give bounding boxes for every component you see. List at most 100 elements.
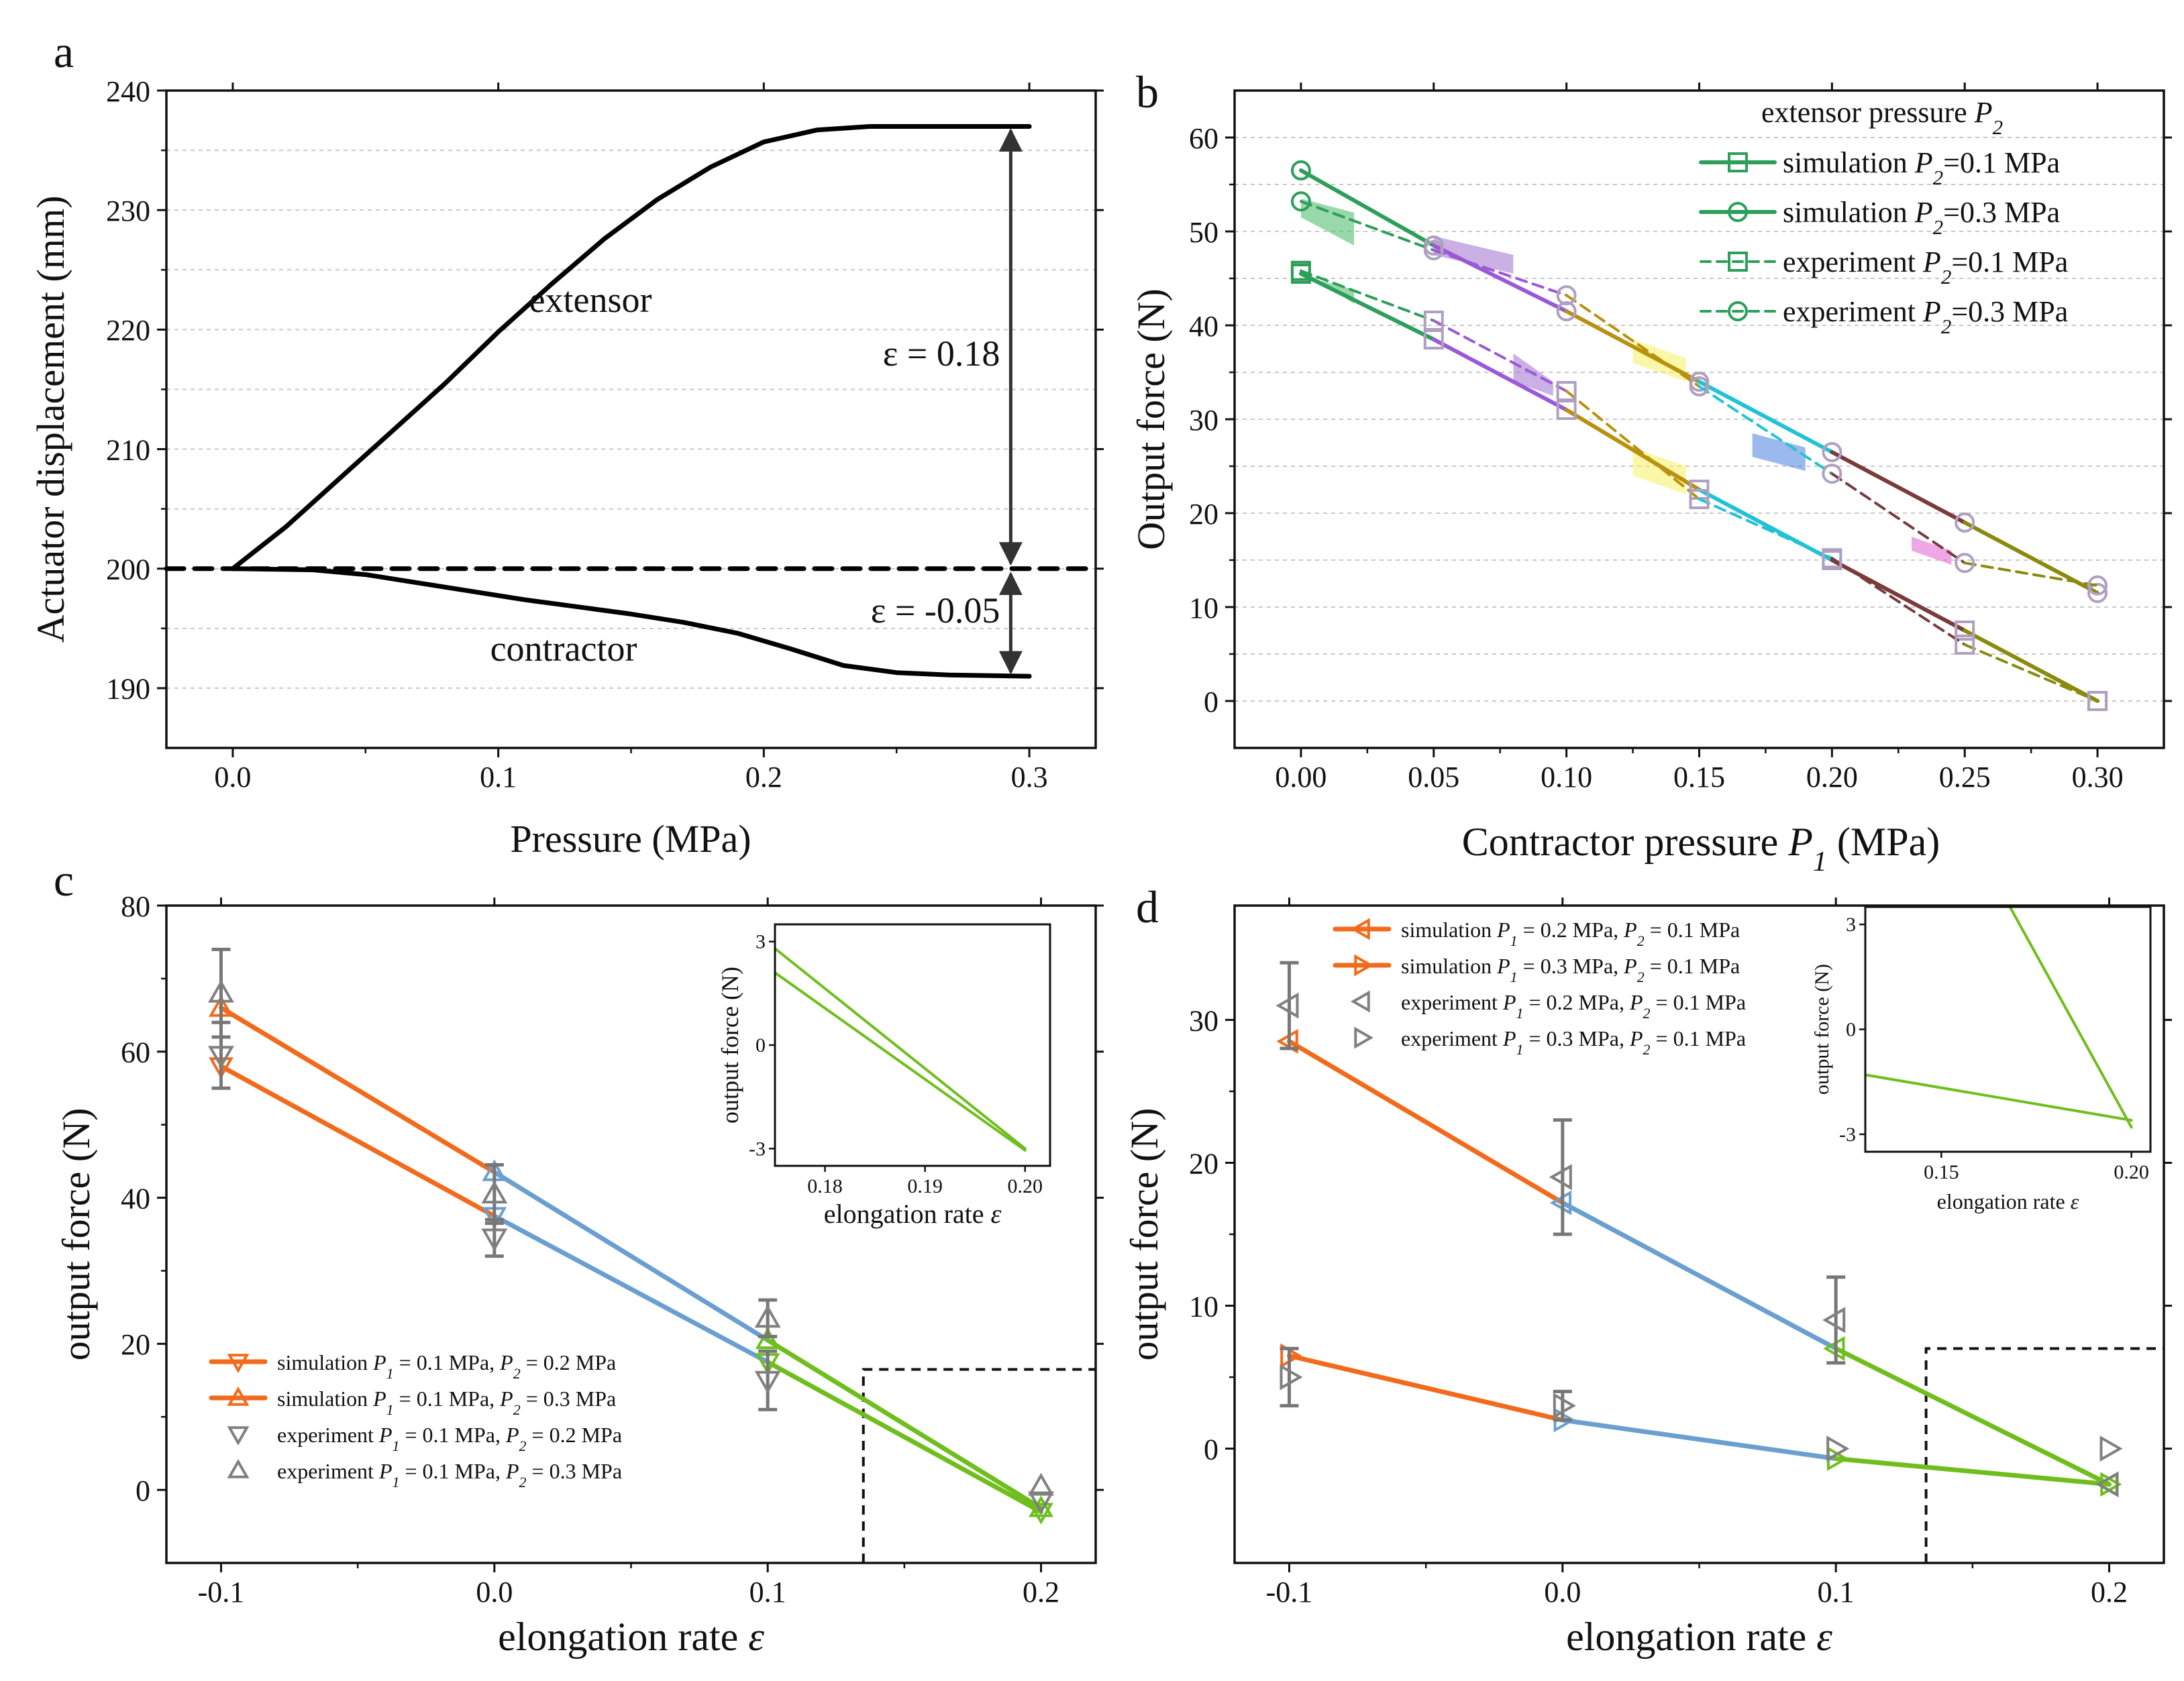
text-span: simulation [277,1350,373,1374]
series-segment [1565,390,1701,500]
panel-b: 0.00 0.05 0.10 0.15 0.20 0.25 0.30 0 10 20 30 40 50 6… [1129,66,2172,877]
inset-x-tick-label: 0.18 [807,1175,843,1197]
inset-y-axis-title: output force (N) [1811,964,1833,1095]
series-segment [1830,557,1967,646]
data-point [1556,301,1577,321]
text-span: 2 [1637,932,1645,949]
inset-y-axis-title: output force (N) [717,967,743,1124]
data-point [1955,635,1975,655]
text-span: experiment [1401,1026,1503,1050]
y-tick-label: 40 [121,1182,150,1215]
uncertainty-band [1752,433,1806,471]
legend-entry: experiment P2=0.3 MPa [1783,295,2068,338]
text-span: P [1787,820,1813,864]
uncertainty-band [1300,199,1355,246]
text-span: =0.1 MPa [1951,246,2068,278]
text-span: P [1922,246,1941,278]
y-tick-label: 220 [106,314,150,347]
text-span: 2 [1933,166,1944,189]
text-span: elongation rate [498,1615,748,1659]
text-span: = 0.3 MPa, [1523,1026,1630,1050]
x-tick-label: 0.0 [1544,1576,1581,1609]
y-tick-label: 20 [121,1328,150,1361]
text-span: P [1496,918,1510,942]
x-tick-label: 0.05 [1408,761,1459,794]
text-span: =0.1 MPa [1943,146,2060,179]
series-segment [1432,249,1568,297]
x-axis-title: Pressure (MPa) [510,817,751,861]
inset-line [775,947,1027,1150]
text-span: = 0.1 MPa, [394,1350,501,1374]
text-span: ε [991,1199,1002,1229]
y-tick-label: 0 [136,1474,150,1507]
series-segment [1298,272,1436,341]
x-tick-label: 0.1 [1818,1576,1855,1609]
series-segment [1299,200,1435,252]
text-span: 2 [519,1438,527,1454]
text-span: ε [1816,1615,1832,1659]
text-span: P [1623,918,1637,942]
simulation-segment [1833,1346,2112,1487]
legend-marker [1728,301,1748,321]
line-contractor [230,566,1032,679]
text-span: P [499,1350,513,1374]
legend-entry: experiment P1 = 0.2 MPa, P2 = 0.1 MPa [1401,990,1746,1022]
text-span: P [1914,146,1933,179]
text-span: extensor pressure [1761,96,1975,129]
text-span: 2 [1637,969,1645,985]
inset-y-tick-label: -3 [749,1138,766,1160]
text-span: 1 [1510,932,1518,949]
x-tick-label: 0.1 [749,1576,786,1609]
legend-entry: experiment P1 = 0.1 MPa, P2 = 0.3 MPa [277,1459,622,1490]
zoom-region-box [862,1368,1096,1563]
data-point [1689,376,1710,396]
text-span: P [1623,954,1637,978]
data-point [1822,548,1842,569]
x-tick-label: 0.0 [214,761,251,794]
line-extensor [230,124,1032,572]
inset-x-tick-label: 0.20 [2114,1161,2149,1183]
legend-entry: simulation P1 = 0.1 MPa, P2 = 0.3 MPa [277,1387,616,1418]
text-span: = 0.2 MPa, [1518,918,1624,942]
legend-marker [1728,252,1748,272]
text-span: P [505,1459,519,1483]
data-point [1556,381,1577,401]
legend-marker [1350,990,1370,1013]
legend-marker [1728,152,1748,172]
experiment-point [208,1046,234,1069]
text-span: experiment [1783,246,1923,278]
series-segment [1697,380,1834,454]
annotation-extensor-strain: ε = 0.18 [883,333,1000,374]
text-span: 2 [1643,1005,1651,1022]
inset-y-tick-label: 0 [1846,1019,1856,1041]
series-segment [1565,294,1701,388]
text-span: = 0.1 MPa [1645,954,1740,978]
simulation-segment [1833,1456,2112,1487]
inset-y-tick-label: 0 [756,1034,766,1056]
text-span: 1 [386,1365,394,1382]
data-point [1423,240,1444,260]
simulation-segment [219,1005,497,1175]
y-tick-label: 80 [121,890,150,923]
experiment-point [2099,1435,2123,1462]
text-span: simulation [277,1387,373,1411]
text-span: 2 [1941,315,1952,338]
data-point [1290,191,1311,212]
text-span: P [1922,295,1941,328]
simulation-segment [492,1213,770,1365]
simulation-point [1029,1495,1053,1517]
text-span: simulation [1783,146,1915,179]
text-span: simulation [1401,918,1497,942]
experiment-point [1028,1491,1054,1515]
text-span: elongation rate [1566,1615,1816,1659]
data-point [1423,329,1444,349]
text-span: experiment [277,1459,379,1483]
x-tick-label: -0.1 [1266,1576,1313,1609]
text-span: = 0.3 MPa [527,1459,623,1483]
inset-chart: 0.18 0.19 0.20 -3 0 3 elongation rate ε output … [717,923,1051,1229]
text-span: = 0.3 MPa, [1518,954,1624,978]
series-segment [1299,269,1435,322]
experiment-point [1276,992,1299,1019]
panel-label: b [1136,66,1159,117]
